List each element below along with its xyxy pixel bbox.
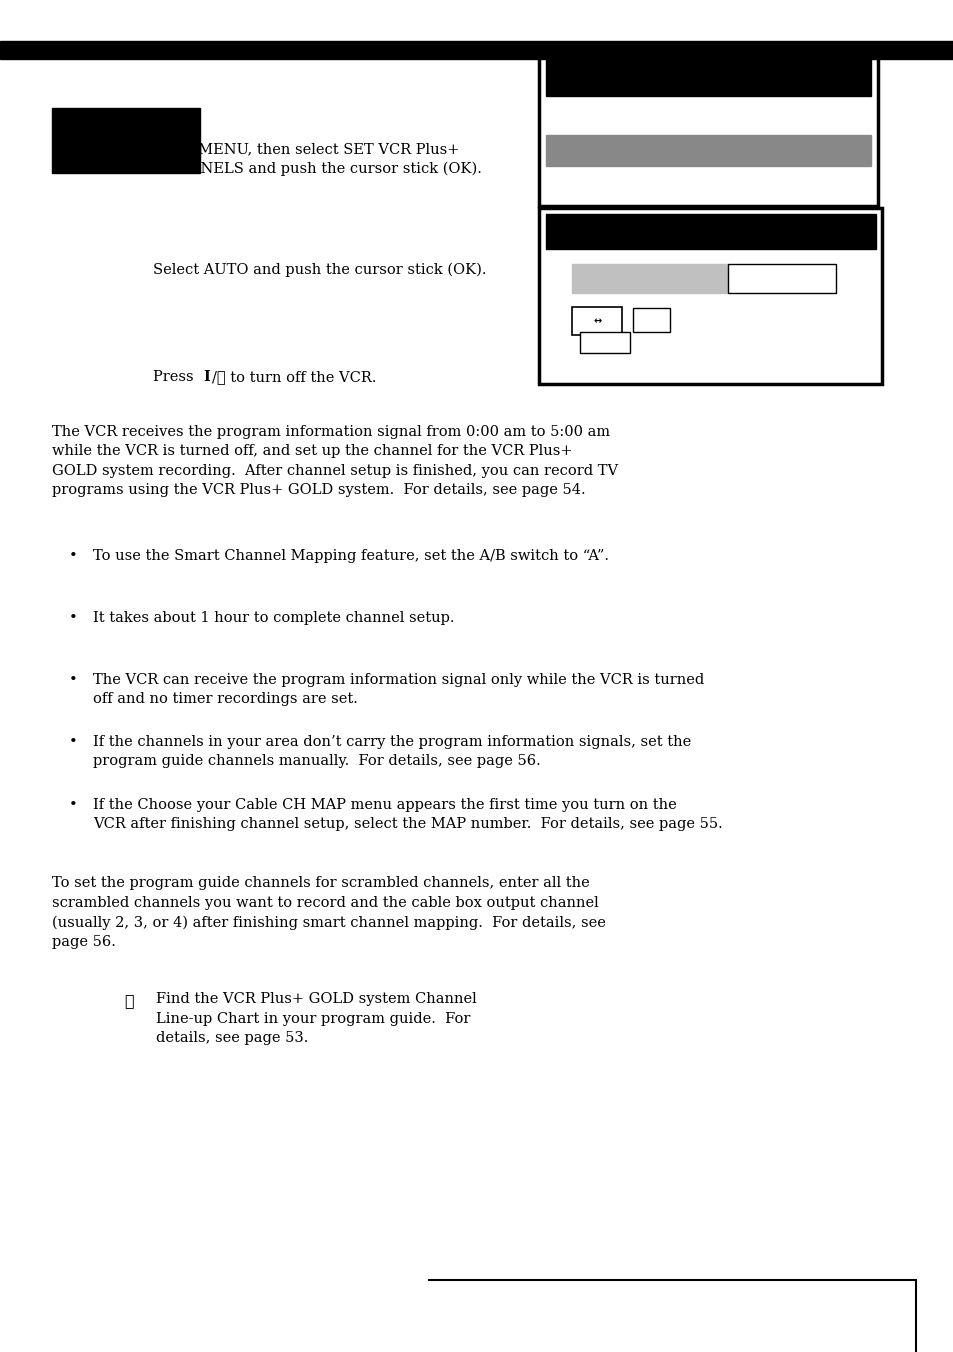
Text: Select AUTO and push the cursor stick (OK).: Select AUTO and push the cursor stick (O… <box>152 262 486 277</box>
Text: The VCR receives the program information signal from 0:00 am to 5:00 am
while th: The VCR receives the program information… <box>52 425 618 498</box>
Bar <box>538 46 877 206</box>
Bar <box>0 41 953 59</box>
Bar <box>545 214 875 249</box>
Bar <box>572 307 621 335</box>
Bar <box>52 108 200 173</box>
Bar <box>633 308 669 333</box>
Text: •: • <box>69 735 77 749</box>
Text: ❶: ❶ <box>124 992 133 1010</box>
Text: Find the VCR Plus+ GOLD system Channel
Line-up Chart in your program guide.  For: Find the VCR Plus+ GOLD system Channel L… <box>155 992 476 1045</box>
Text: If the Choose your Cable CH MAP menu appears the first time you turn on the
VCR : If the Choose your Cable CH MAP menu app… <box>93 798 722 830</box>
Text: •: • <box>69 611 77 625</box>
Text: To use the Smart Channel Mapping feature, set the A/B switch to “A”.: To use the Smart Channel Mapping feature… <box>93 549 609 562</box>
Text: ↔: ↔ <box>593 316 600 326</box>
Bar <box>545 51 870 96</box>
Text: •: • <box>69 549 77 562</box>
Text: The VCR can receive the program information signal only while the VCR is turned
: The VCR can receive the program informat… <box>93 673 704 706</box>
Text: •: • <box>69 673 77 687</box>
Bar <box>579 333 629 353</box>
Bar <box>545 135 870 166</box>
Bar <box>727 265 836 292</box>
Text: It takes about 1 hour to complete channel setup.: It takes about 1 hour to complete channe… <box>93 611 455 625</box>
Bar <box>572 265 727 292</box>
Text: Press: Press <box>152 370 197 384</box>
Text: I: I <box>203 370 210 384</box>
Text: •: • <box>69 798 77 811</box>
Text: To set the program guide channels for scrambled channels, enter all the
scramble: To set the program guide channels for sc… <box>52 876 606 949</box>
Bar <box>538 208 882 384</box>
Text: /⏻ to turn off the VCR.: /⏻ to turn off the VCR. <box>212 370 375 384</box>
Text: If the channels in your area don’t carry the program information signals, set th: If the channels in your area don’t carry… <box>93 735 691 768</box>
Text: Press MENU, then select SET VCR Plus+
CHANNELS and push the cursor stick (OK).: Press MENU, then select SET VCR Plus+ CH… <box>152 142 481 176</box>
